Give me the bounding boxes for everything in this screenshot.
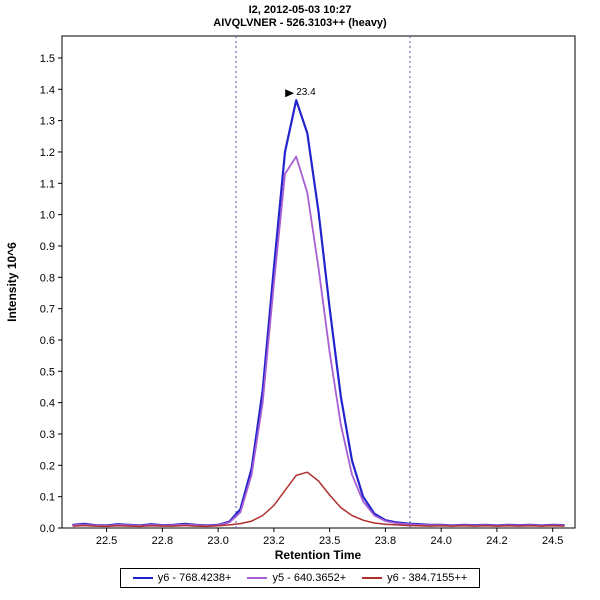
svg-text:1.3: 1.3 [40,116,55,128]
svg-text:24.2: 24.2 [486,535,507,547]
svg-text:1.4: 1.4 [40,84,55,96]
legend-swatch-y6-384-icon [362,577,383,579]
svg-text:23.5: 23.5 [319,535,340,547]
svg-text:0.8: 0.8 [40,272,55,284]
legend-label: y6 - 384.7155++ [387,572,468,584]
svg-text:0.4: 0.4 [40,398,55,410]
chromatogram-plot[interactable]: 0.0 0.1 0.2 0.3 0.4 0.5 0.6 0.7 0.8 0.9 1.0 1.1 1.2 1… [0,30,600,565]
x-axis-title: Retention Time [275,548,362,562]
chart-header: I2, 2012-05-03 10:27 AIVQLVNER - 526.310… [0,0,600,30]
svg-text:0.7: 0.7 [40,304,55,316]
legend-swatch-y5-640-icon [247,577,268,579]
svg-text:23.2: 23.2 [263,535,284,547]
svg-text:1.1: 1.1 [40,178,55,190]
plot-dynamic: 0.0 0.1 0.2 0.3 0.4 0.5 0.6 0.7 0.8 0.9 1.0 1.1 1.2 1… [40,35,576,547]
legend-swatch-y6-768-icon [132,577,153,579]
legend-item: y6 - 384.7155++ [362,572,467,584]
legend-item: y5 - 640.3652+ [247,572,346,584]
svg-text:24.0: 24.0 [430,535,451,547]
svg-text:0.6: 0.6 [40,335,55,347]
svg-text:22.8: 22.8 [152,535,173,547]
svg-text:1.5: 1.5 [40,53,55,65]
svg-text:23.0: 23.0 [207,535,228,547]
svg-text:23.8: 23.8 [375,535,396,547]
svg-text:1.0: 1.0 [40,210,55,222]
svg-text:0.5: 0.5 [40,366,55,378]
chart-subtitle: AIVQLVNER - 526.3103++ (heavy) [213,17,387,29]
svg-text:0.1: 0.1 [40,492,55,504]
svg-text:0.3: 0.3 [40,429,55,441]
legend-label: y6 - 768.4238+ [157,572,232,584]
svg-text:1.2: 1.2 [40,147,55,159]
svg-text:0.2: 0.2 [40,460,55,472]
svg-text:22.5: 22.5 [96,535,117,547]
legend-item: y6 - 768.4238+ [132,572,232,584]
legend-label: y5 - 640.3652+ [272,572,347,584]
y-axis-title: Intensity 10^6 [5,242,19,322]
svg-text:0.9: 0.9 [40,241,55,253]
legend: y6 - 768.4238+ y5 - 640.3652+ y6 - 384.7… [119,568,481,588]
chart-title: I2, 2012-05-03 10:27 [248,4,352,16]
svg-text:23.4: 23.4 [296,87,316,98]
svg-text:24.5: 24.5 [542,535,563,547]
svg-text:0.0: 0.0 [40,523,55,535]
